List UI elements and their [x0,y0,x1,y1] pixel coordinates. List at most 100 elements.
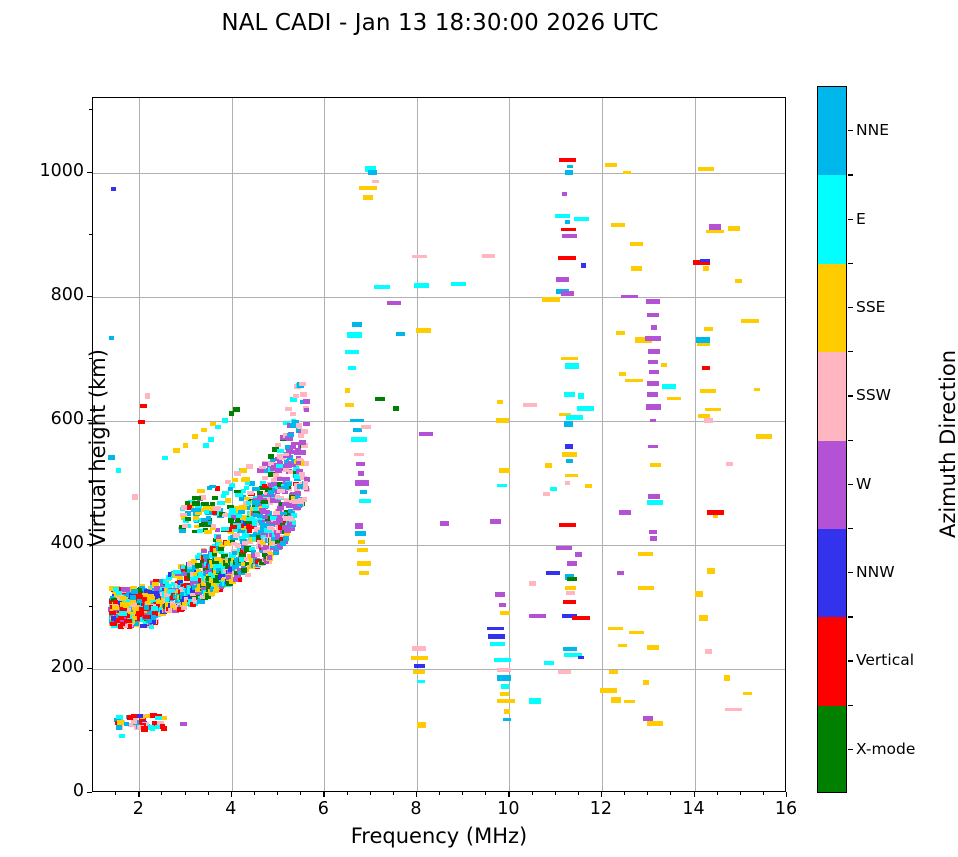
echo-cell [187,565,194,570]
y-minor-tick [89,233,92,235]
echo-cell [118,733,125,738]
echo-cell [303,460,310,467]
echo-cell [503,708,511,714]
echo-cell [128,611,134,617]
echo-cell [278,495,284,500]
echo-cell [216,510,223,515]
gridline-horizontal [93,544,785,546]
echo-cell [195,568,202,573]
echo-cell [129,598,136,604]
echo-cell [244,572,252,577]
echo-cell [702,365,711,371]
echo-cell [290,396,298,402]
echo-cell [706,568,715,574]
x-minor-tick [716,792,718,795]
echo-cell [193,524,201,529]
echo-cell [182,443,189,448]
echo-cell [156,721,164,727]
echo-cell [290,423,298,429]
echo-cell [176,601,183,606]
echo-cell [214,574,222,580]
echo-cell [195,587,202,593]
echo-cell [232,506,241,511]
echo-cell [108,586,116,591]
echo-cell [233,523,242,528]
echo-cell [145,589,153,595]
echo-cell [244,546,251,552]
x-minor-tick [647,792,649,795]
echo-cell [199,507,205,513]
echo-cell [187,585,194,590]
echo-cell [251,536,258,541]
echo-cell [302,399,310,404]
echo-cell [136,595,144,601]
echo-cell [191,433,198,439]
echo-cell [543,492,550,496]
echo-cell [288,469,295,475]
y-tick-mark [87,792,92,794]
x-tick-mark [230,792,233,797]
y-tick-mark [87,295,92,297]
echo-cell [108,335,115,341]
echo-cell [256,540,264,546]
echo-cell [666,397,681,401]
echo-cell [152,581,160,587]
echo-cell [411,254,427,258]
echo-cell [122,593,128,599]
echo-cell [497,484,508,488]
y-tick-label: 800 [50,284,84,305]
echo-cell [210,573,216,580]
echo-cell [575,551,583,557]
echo-cell [282,467,290,472]
echo-cell [112,605,120,610]
echo-cell [247,491,254,495]
echo-cell [564,420,574,427]
echo-cell [209,484,217,489]
echo-cell [297,432,304,438]
echo-cell [240,468,248,473]
echo-cell [566,591,575,596]
echo-cell [151,615,157,621]
echo-cell [358,499,372,504]
echo-cell [179,512,188,518]
echo-cell [126,589,133,595]
echo-cell [577,392,585,399]
echo-cell [240,568,248,573]
echo-cell [138,607,146,612]
echo-cell [649,463,661,468]
echo-cell [269,533,275,538]
echo-cell [286,503,293,508]
echo-cell [245,464,254,469]
echo-cell [178,527,186,533]
x-minor-tick [184,792,186,795]
echo-cell [208,559,214,564]
x-axis-label: Frequency (MHz) [350,824,528,848]
echo-cell [257,468,264,473]
echo-cell [215,538,222,544]
echo-cell [619,372,627,376]
echo-cell [705,408,721,412]
echo-cell [138,718,146,723]
echo-cell [235,577,242,582]
echo-cell [753,387,761,392]
echo-cell [645,298,660,305]
echo-cell [291,504,298,509]
echo-cell [499,610,511,616]
echo-cell [481,254,496,259]
echo-cell [282,432,290,439]
echo-cell [300,449,306,455]
echo-cell [286,432,294,437]
echo-cell [286,516,293,521]
echo-cell [267,460,274,466]
echo-cell [225,575,231,580]
echo-cell [200,581,208,587]
echo-cell [128,723,135,728]
gridline-vertical [601,98,603,791]
echo-cell [250,517,258,523]
echo-cell [204,510,210,515]
echo-cell [241,562,248,567]
echo-cell [231,565,239,571]
echo-cell [496,675,511,681]
echo-cell [152,578,159,584]
echo-cell [351,321,362,328]
